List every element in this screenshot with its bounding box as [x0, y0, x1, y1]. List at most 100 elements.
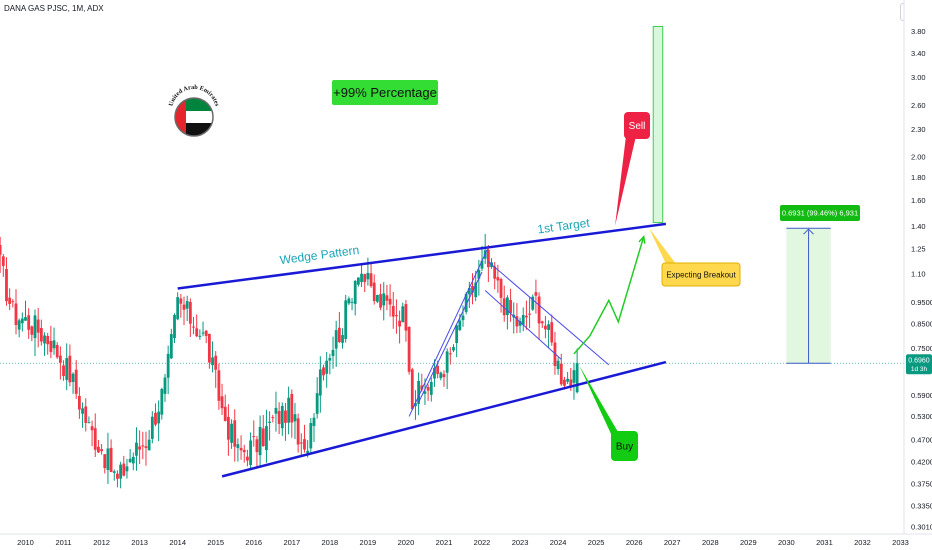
candle-down	[39, 328, 43, 342]
candle-down	[5, 269, 8, 302]
candle-up	[106, 448, 110, 471]
candle-down	[436, 365, 440, 374]
candle-down	[154, 412, 157, 425]
candle-up	[325, 360, 329, 374]
candle-down	[195, 328, 199, 337]
candle-down	[74, 369, 78, 394]
candle-up	[401, 306, 405, 323]
candle-down	[515, 316, 519, 327]
candle-up	[474, 282, 478, 298]
candle-down	[217, 370, 221, 401]
x-tick-label: 2011	[55, 538, 71, 547]
candle-down	[426, 387, 430, 391]
candle-down	[8, 297, 12, 304]
candle-up	[480, 260, 484, 269]
candle-down	[179, 298, 183, 304]
measure-label-bg	[780, 205, 860, 221]
candle-up	[382, 293, 386, 306]
x-tick-label: 2032	[854, 538, 871, 547]
x-tick-label: 2028	[702, 538, 719, 547]
buy-callout-bg	[611, 431, 638, 461]
x-tick-label: 2024	[550, 538, 567, 547]
x-tick-label: 2027	[664, 538, 681, 547]
candle-down	[14, 303, 18, 325]
candle-up	[356, 277, 360, 285]
candle-up	[417, 380, 421, 404]
breakout-pointer	[649, 228, 676, 264]
candle-up	[464, 293, 468, 312]
candle-up	[201, 332, 205, 334]
candle-up	[312, 417, 316, 426]
candle-down	[49, 340, 53, 353]
x-tick-label: 2021	[436, 538, 453, 547]
candle-down	[363, 274, 367, 283]
candle-up	[350, 301, 354, 303]
candle-down	[534, 292, 538, 296]
candle-up	[575, 363, 579, 393]
candle-down	[442, 374, 446, 378]
price-axis-panel	[904, 0, 932, 550]
measure-label: 0.6931 (99.46%) 6,931	[780, 205, 860, 221]
percentage-badge: +99% Percentage	[332, 80, 438, 105]
candle-up	[166, 353, 170, 378]
candle-down	[62, 365, 65, 377]
candle-up	[566, 378, 570, 382]
candle-up	[52, 340, 56, 349]
candle-down	[30, 326, 34, 335]
x-tick-label: 2020	[398, 538, 415, 547]
candle-down	[528, 313, 531, 315]
candle-up	[461, 315, 465, 321]
candle-up	[433, 367, 436, 379]
wedge-lower-line	[221, 360, 667, 478]
candle-down	[493, 266, 497, 279]
y-tick-label: 0.7500	[911, 344, 932, 353]
measure-label-text: 0.6931 (99.46%) 6,931	[782, 209, 858, 218]
x-tick-label: 2019	[360, 538, 377, 547]
breakout-callout-bg	[661, 262, 741, 287]
candle-up	[331, 349, 335, 357]
candle-down	[391, 306, 395, 317]
candle-down	[90, 426, 94, 431]
y-tick-label: 1.80	[911, 173, 926, 182]
candle-down	[242, 449, 246, 453]
y-tick-label: 2.00	[911, 152, 926, 161]
candle-up	[157, 411, 161, 424]
x-tick-label: 2030	[778, 538, 795, 547]
candle-down	[84, 406, 88, 423]
candle-up	[360, 273, 363, 283]
candle-up	[318, 369, 322, 396]
candle-down	[109, 447, 113, 473]
candle-up	[423, 391, 427, 394]
candle-up	[265, 426, 268, 451]
candle-up	[268, 421, 272, 423]
candle-up	[198, 335, 202, 337]
price-tag-value: 0.6960	[908, 358, 930, 365]
candle-down	[1, 256, 5, 266]
candle-up	[531, 296, 535, 310]
x-tick-label: 2022	[474, 538, 491, 547]
y-tick-label: 0.3750	[911, 480, 932, 489]
sell-callout-bg	[624, 112, 650, 139]
candle-down	[303, 439, 306, 450]
candle-up	[505, 297, 509, 316]
y-tick-label: 0.4200	[911, 457, 932, 466]
price-tag-countdown: 1d 3h	[911, 366, 928, 373]
symbol-title: DANA GAS PJSC, 1M, ADX	[4, 4, 104, 13]
candle-up	[556, 360, 560, 370]
wedge-pattern-label: Wedge Pattern	[279, 243, 360, 267]
candle-down	[36, 319, 40, 333]
x-tick-label: 2013	[131, 538, 148, 547]
y-tick-label: 2.30	[911, 125, 926, 134]
breakout-callout-text: Expecting Breakout	[666, 270, 736, 279]
candle-down	[277, 411, 281, 424]
candle-up	[455, 325, 459, 344]
candle-up	[452, 347, 455, 351]
candle-up	[445, 351, 449, 373]
candle-up	[163, 377, 167, 394]
candle-up	[328, 358, 332, 361]
candle-down	[337, 327, 341, 343]
candle-down	[138, 446, 142, 450]
uae-flag-badge: United Arab Emirates	[168, 77, 221, 143]
